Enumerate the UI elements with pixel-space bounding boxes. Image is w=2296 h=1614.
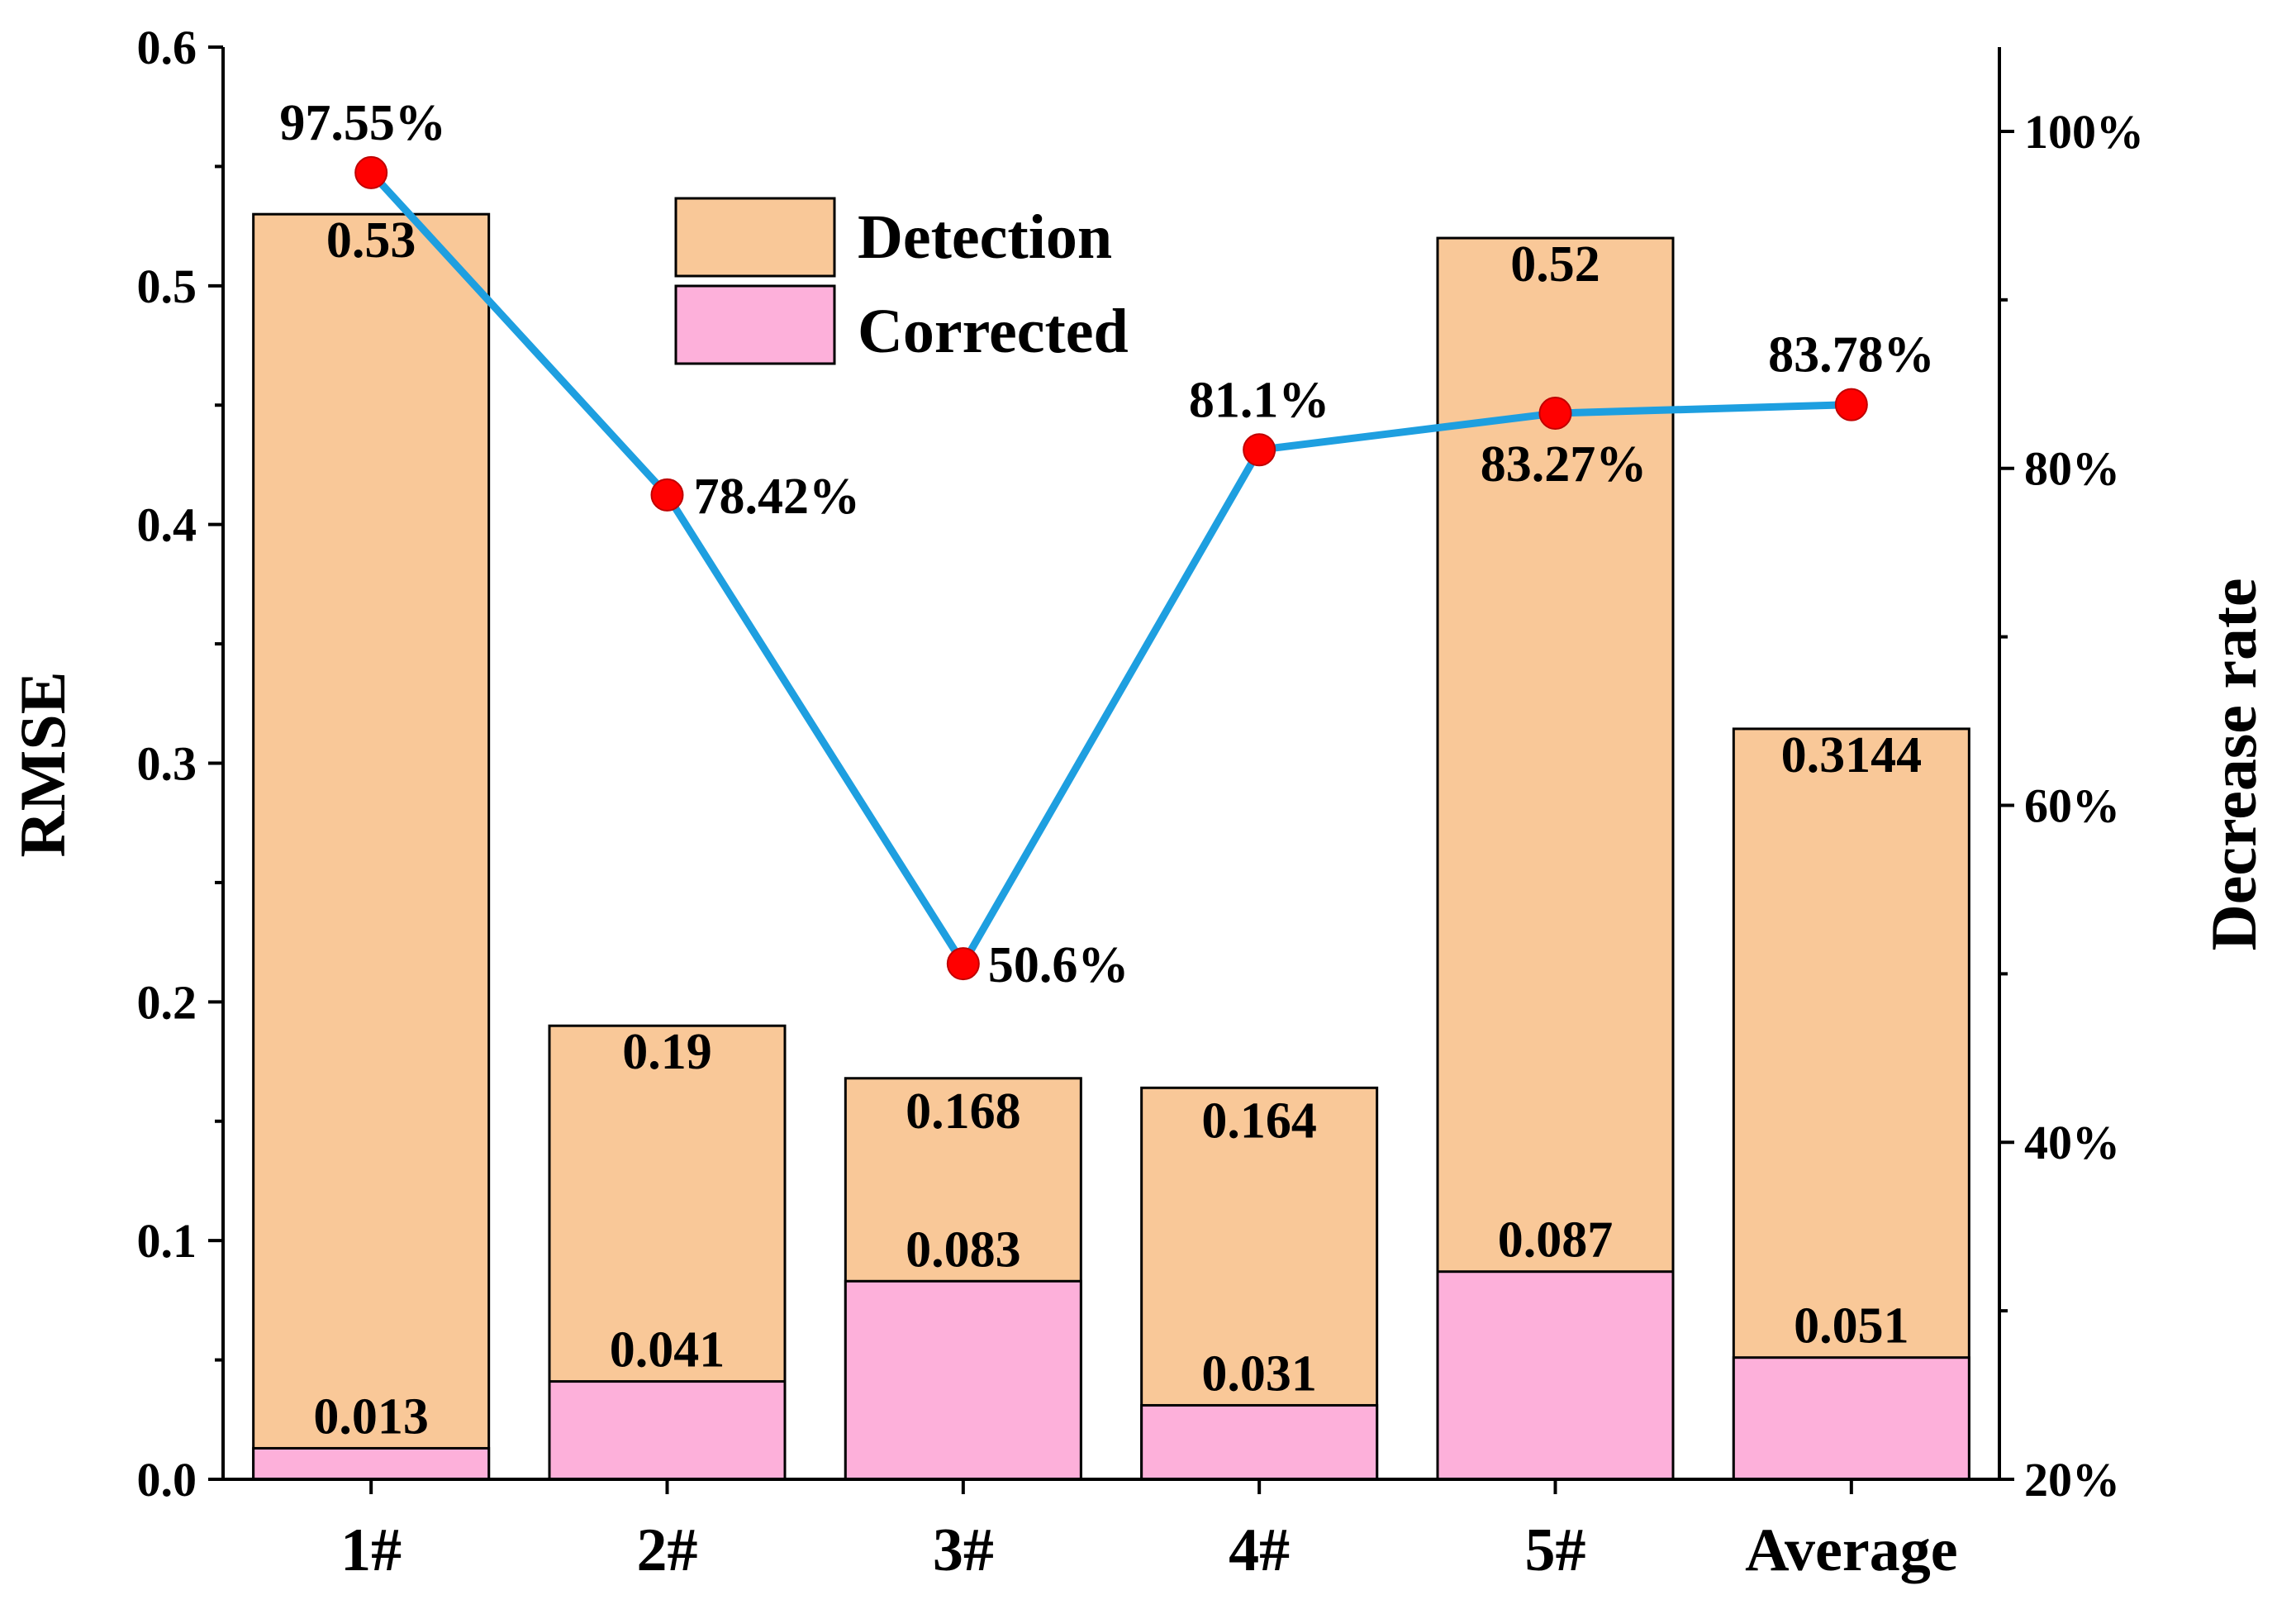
legend-swatch-detection [674, 197, 836, 278]
decrease-rate-point-6 [1834, 388, 1868, 421]
x-tick-label: 1# [340, 1516, 402, 1584]
right-y-tick-label: 40% [2024, 1116, 2120, 1169]
decrease-rate-label: 78.42% [694, 469, 861, 525]
legend-swatch-corrected [674, 284, 836, 365]
y-tick-label: 0.5 [137, 259, 197, 313]
y-tick-label: 0.2 [137, 975, 197, 1029]
detection-bar-1 [252, 212, 491, 1481]
decrease-rate-point-4 [1243, 433, 1276, 467]
decrease-rate-point-2 [650, 478, 684, 512]
legend-label-detection: Detection [858, 202, 1112, 272]
corrected-bar-6 [1732, 1356, 1970, 1481]
corrected-value-label: 0.041 [610, 1322, 725, 1378]
corrected-bar-3 [844, 1279, 1082, 1481]
detection-value-label: 0.19 [622, 1024, 712, 1080]
axes: 0.0 0.1 0.2 0.3 0.4 0.5 0.6 20% 40% 60% 80% 100% 1# 2… [137, 21, 2145, 1584]
y-tick-label: 0.0 [137, 1453, 197, 1507]
corrected-bar-4 [1140, 1403, 1379, 1481]
decrease-rate-polyline [368, 169, 1852, 968]
decrease-rate-label: 50.6% [988, 937, 1129, 993]
corrected-value-label: 0.083 [906, 1221, 1021, 1278]
right-y-axis-title: Decrease rate [2198, 578, 2270, 950]
detection-value-label: 0.52 [1510, 236, 1600, 293]
detection-value-label: 0.53 [326, 212, 416, 269]
x-tick-label: 5# [1525, 1516, 1586, 1584]
decrease-rate-point-5 [1538, 397, 1572, 431]
decrease-rate-point-1 [354, 155, 388, 189]
detection-bar-6 [1732, 727, 1970, 1481]
right-y-tick-label: 100% [2024, 105, 2144, 159]
y-axis-title: RMSE [7, 671, 78, 857]
legend-label-corrected: Corrected [858, 297, 1129, 366]
right-y-tick-label: 20% [2024, 1453, 2120, 1507]
corrected-value-label: 0.087 [1498, 1212, 1614, 1269]
x-tick-label: 4# [1229, 1516, 1290, 1584]
legend: Detection Corrected [674, 197, 1129, 366]
detection-bars [252, 212, 1970, 1481]
decrease-rate-label: 81.1% [1189, 372, 1330, 428]
detection-value-label: 0.168 [906, 1083, 1021, 1140]
corrected-value-label: 0.013 [313, 1388, 429, 1445]
decrease-rate-point-3 [946, 947, 980, 981]
detection-value-label: 0.3144 [1781, 727, 1923, 783]
corrected-bar-1 [252, 1446, 491, 1481]
decrease-rate-label: 97.55% [279, 95, 446, 151]
data-labels: 0.53 0.19 0.168 0.164 0.52 0.3144 0.013 0.041 0.… [279, 95, 1934, 1445]
detection-value-label: 0.164 [1201, 1093, 1317, 1149]
x-tick-label: 2# [637, 1516, 698, 1584]
y-tick-label: 0.1 [137, 1214, 197, 1268]
right-y-tick-label: 80% [2024, 442, 2120, 496]
y-tick-label: 0.4 [137, 498, 197, 552]
corrected-bars [252, 1270, 1970, 1481]
right-y-tick-label: 60% [2024, 778, 2120, 832]
y-tick-label: 0.6 [137, 21, 197, 74]
x-tick-label: Average [1745, 1516, 1957, 1584]
x-tick-label: 3# [933, 1516, 994, 1584]
decrease-rate-line [354, 155, 1868, 981]
corrected-value-label: 0.051 [1794, 1298, 1909, 1355]
y-tick-label: 0.3 [137, 737, 197, 791]
decrease-rate-label: 83.27% [1481, 436, 1647, 493]
corrected-bar-2 [548, 1380, 787, 1481]
corrected-bar-5 [1436, 1270, 1675, 1481]
decrease-rate-label: 83.78% [1768, 327, 1935, 383]
corrected-value-label: 0.031 [1201, 1345, 1317, 1402]
